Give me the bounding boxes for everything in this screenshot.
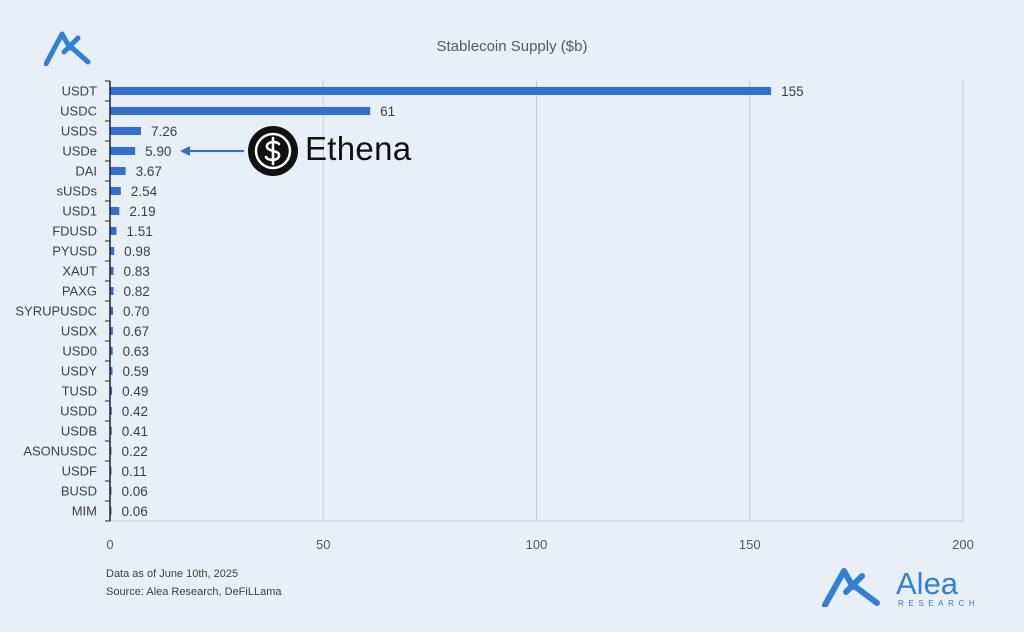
bar-PAXG	[110, 287, 114, 295]
ethena-annotation-label: Ethena	[305, 130, 412, 167]
value-label-USDC: 61	[380, 104, 395, 119]
bar-USDT	[110, 87, 772, 95]
x-tick-label: 0	[106, 537, 113, 552]
footnote-date: Data as of June 10th, 2025	[106, 568, 239, 580]
bar-USDe	[110, 147, 136, 155]
value-label-PAXG: 0.82	[123, 284, 149, 299]
value-label-USD1: 2.19	[129, 204, 155, 219]
value-label-FDUSD: 1.51	[126, 224, 152, 239]
value-label-USDD: 0.42	[122, 404, 148, 419]
category-label-USDY: USDY	[61, 364, 97, 379]
category-label-PYUSD: PYUSD	[52, 244, 97, 259]
bar-sUSDs	[110, 187, 121, 195]
alea-logo-icon	[43, 30, 94, 71]
bar-FDUSD	[110, 227, 117, 235]
category-label-BUSD: BUSD	[61, 484, 97, 499]
value-label-USDF: 0.11	[122, 464, 147, 479]
value-label-DAI: 3.67	[136, 164, 162, 179]
bar-TUSD	[110, 387, 113, 395]
value-label-USDY: 0.59	[123, 364, 149, 379]
category-label-USDD: USDD	[60, 404, 97, 419]
category-label-TUSD: TUSD	[62, 384, 97, 399]
brand-name: Alea	[896, 566, 959, 601]
category-label-XAUT: XAUT	[62, 264, 97, 279]
category-label-USDX: USDX	[61, 324, 97, 339]
bar-USDX	[110, 327, 113, 335]
x-tick-label: 200	[952, 537, 974, 552]
category-label-USDF: USDF	[62, 464, 97, 479]
category-label-DAI: DAI	[75, 164, 97, 179]
bar-XAUT	[110, 267, 114, 275]
category-label-USDC: USDC	[60, 104, 97, 119]
category-label-ASONUSDC: ASONUSDC	[23, 444, 97, 459]
value-label-MIM: 0.06	[122, 504, 148, 519]
value-label-USDT: 155	[781, 84, 804, 99]
x-tick-label: 50	[316, 537, 330, 552]
alea-brand-logo-icon	[822, 567, 884, 612]
value-label-XAUT: 0.83	[124, 264, 150, 279]
category-label-USD0: USD0	[62, 344, 97, 359]
value-label-USDe: 5.90	[145, 144, 171, 159]
value-label-BUSD: 0.06	[122, 484, 148, 499]
bar-DAI	[110, 167, 126, 175]
category-label-USDB: USDB	[61, 424, 97, 439]
value-label-USD0: 0.63	[123, 344, 149, 359]
bar-USDB	[110, 427, 112, 435]
bar-USD1	[110, 207, 120, 215]
category-label-USD1: USD1	[62, 204, 97, 219]
footnote-source: Source: Alea Research, DeFiLLama	[106, 586, 282, 598]
bar-USDD	[110, 407, 112, 415]
value-label-USDS: 7.26	[151, 124, 177, 139]
bar-USD0	[110, 347, 113, 355]
x-tick-label: 100	[526, 537, 548, 552]
category-label-FDUSD: FDUSD	[52, 224, 97, 239]
value-label-sUSDs: 2.54	[131, 184, 158, 199]
value-label-TUSD: 0.49	[122, 384, 148, 399]
bar-USDY	[110, 367, 113, 375]
category-label-USDS: USDS	[61, 124, 97, 139]
x-tick-label: 150	[739, 537, 761, 552]
bar-USDC	[110, 107, 371, 115]
value-label-SYRUPUSDC: 0.70	[123, 304, 149, 319]
value-label-ASONUSDC: 0.22	[122, 444, 148, 459]
category-label-USDe: USDe	[62, 144, 97, 159]
category-label-MIM: MIM	[72, 504, 97, 519]
brand-subtitle: RESEARCH	[898, 599, 980, 608]
dollar-coin-icon	[248, 126, 298, 176]
category-label-PAXG: PAXG	[62, 284, 97, 299]
bar-PYUSD	[110, 247, 115, 255]
value-label-USDX: 0.67	[123, 324, 149, 339]
bar-USDS	[110, 127, 141, 135]
value-label-PYUSD: 0.98	[124, 244, 150, 259]
chart-title: Stablecoin Supply ($b)	[436, 38, 588, 55]
annotation-arrowhead	[180, 146, 190, 156]
bar-SYRUPUSDC	[110, 307, 113, 315]
value-label-USDB: 0.41	[122, 424, 148, 439]
category-label-SYRUPUSDC: SYRUPUSDC	[15, 304, 97, 319]
category-label-USDT: USDT	[62, 84, 97, 99]
category-label-sUSDs: sUSDs	[57, 184, 98, 199]
